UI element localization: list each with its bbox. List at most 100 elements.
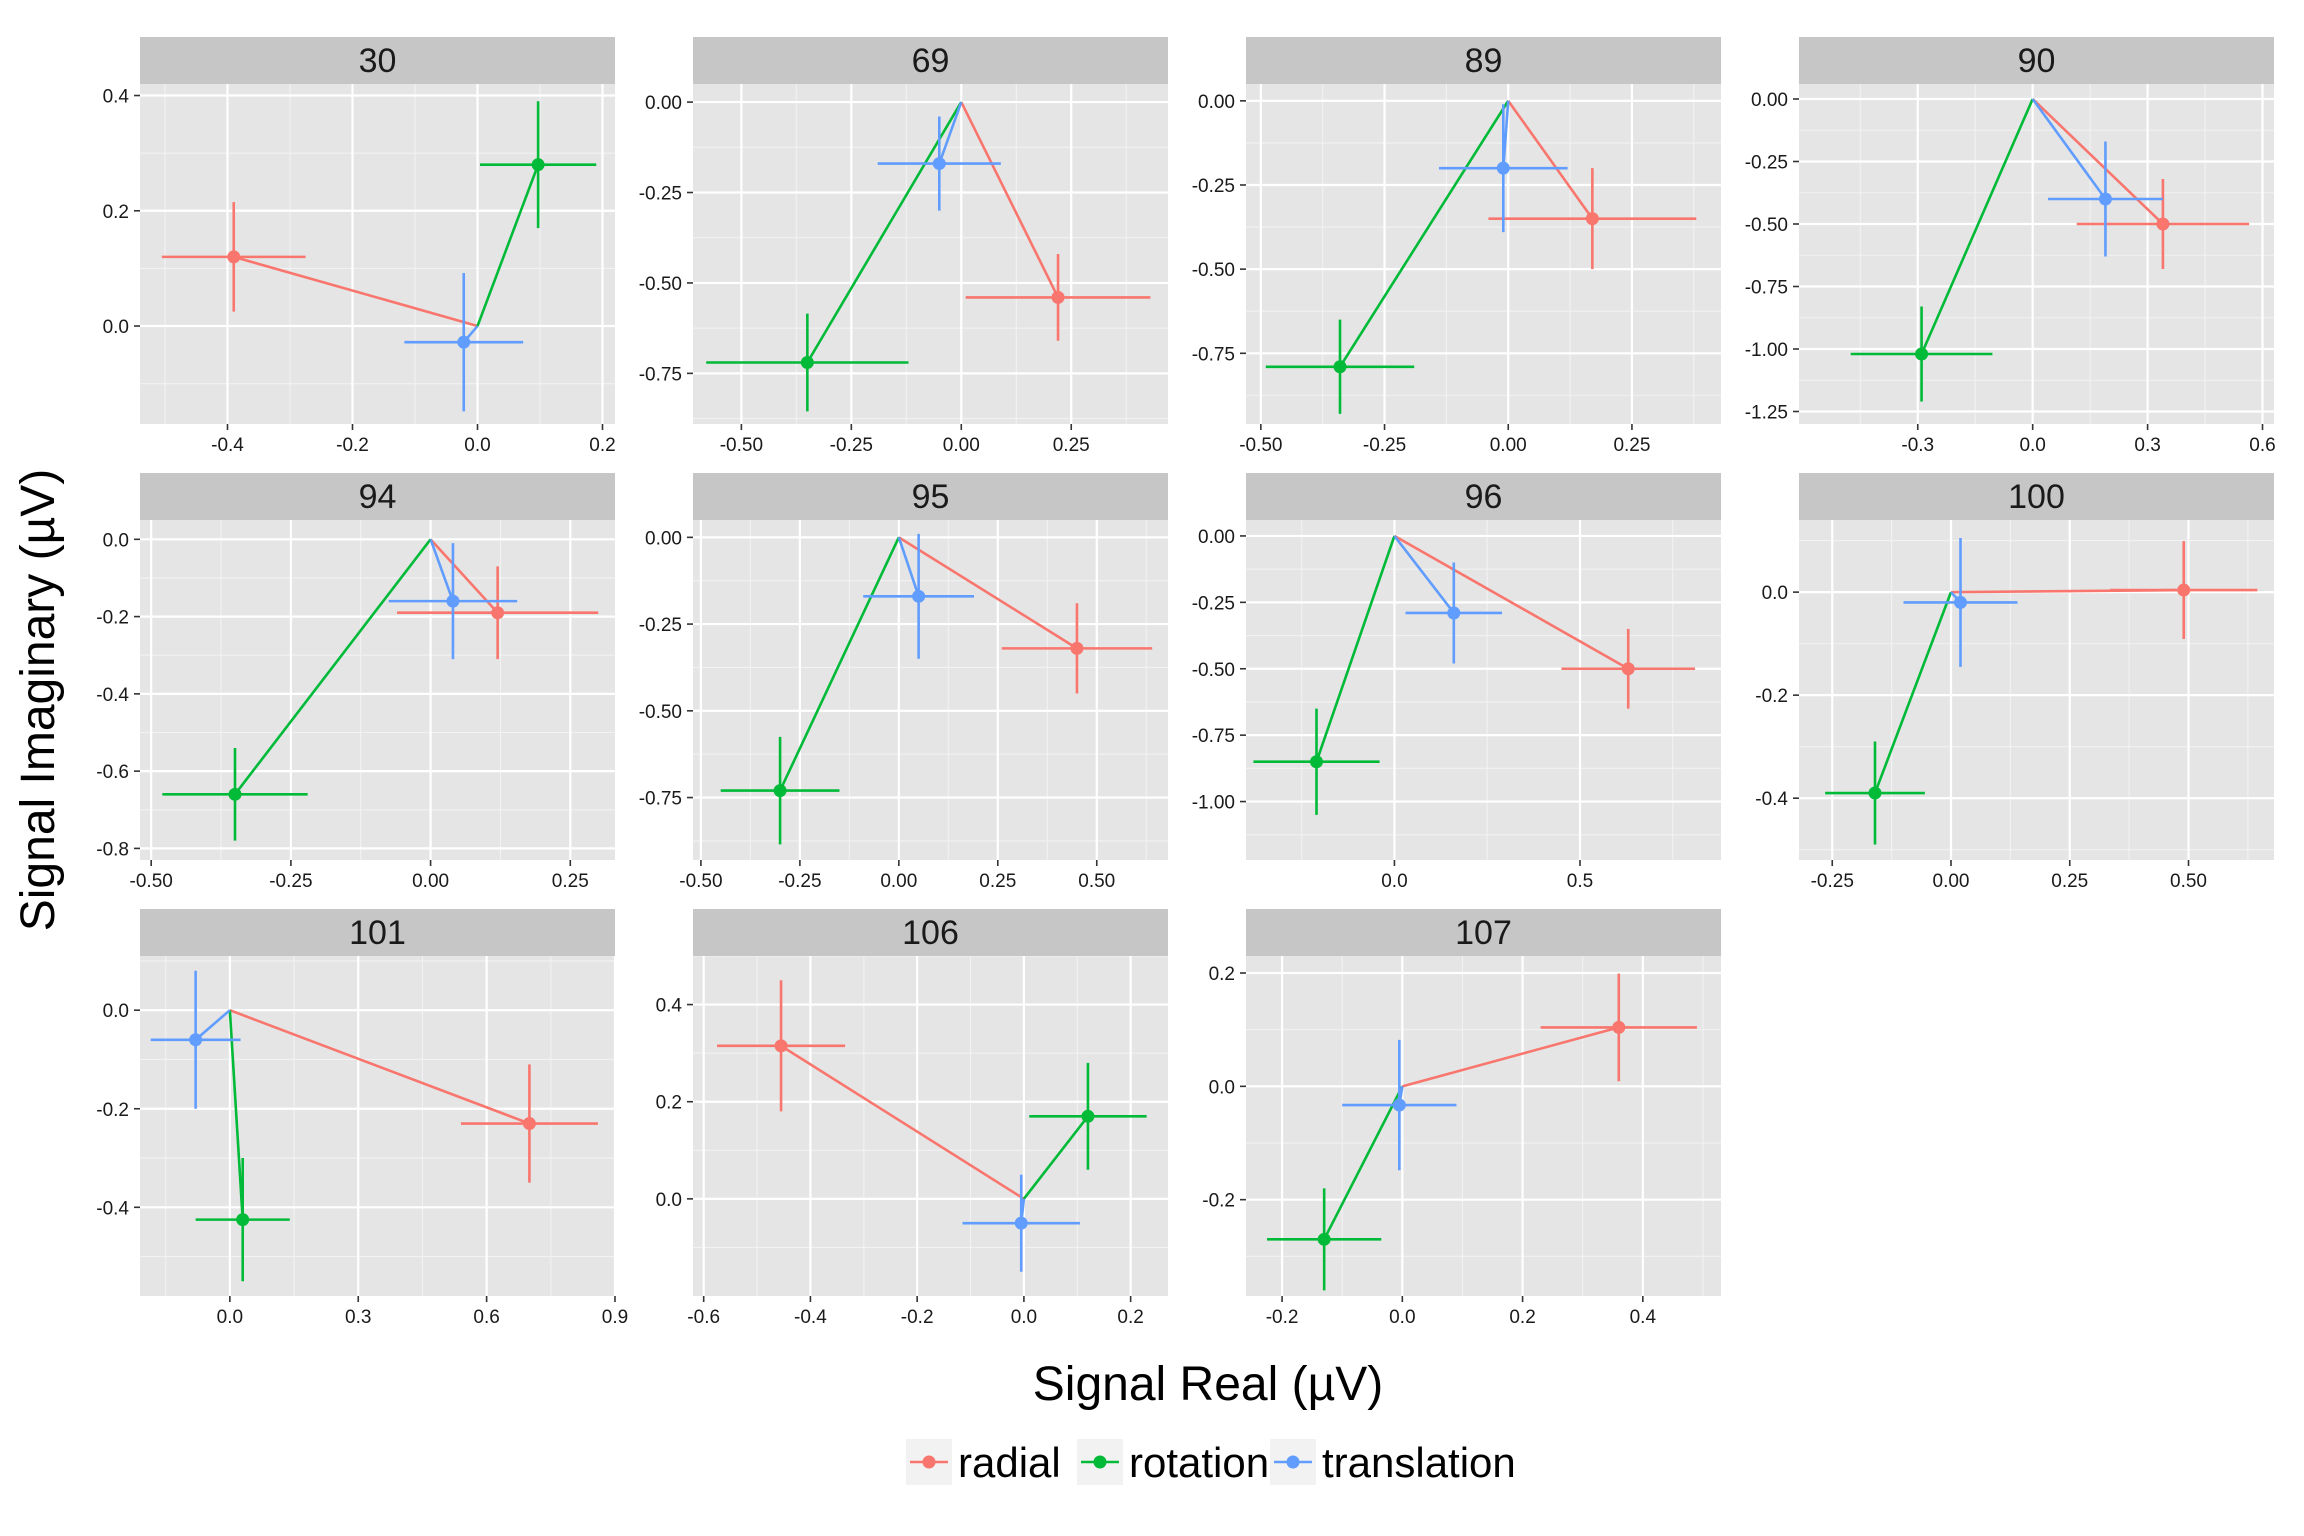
- legend-label: translation: [1322, 1439, 1516, 1486]
- rotation-point: [1310, 755, 1324, 769]
- translation-point: [912, 589, 926, 603]
- y-tick-label: 0.00: [645, 93, 682, 114]
- x-tick-label: -0.50: [720, 435, 763, 456]
- x-tick-label: -0.25: [830, 435, 873, 456]
- rotation-segment: [228, 1010, 245, 1220]
- plot-area: [1799, 84, 2274, 424]
- legend-item-radial: radial: [906, 1439, 1061, 1486]
- y-axis-title: Signal Imaginary (µV): [12, 469, 65, 932]
- facet-panel-96: 96 0.0 0.5 0.00 -0.25 -0.50 -0.75 -1.00: [1192, 473, 1721, 892]
- translation-segment: [2031, 98, 2107, 200]
- radial-point: [774, 1039, 788, 1053]
- legend-key-point: [922, 1455, 936, 1469]
- rotation-point: [800, 356, 814, 370]
- translation-point: [1392, 1098, 1406, 1112]
- translation-segment: [1393, 535, 1455, 614]
- y-tick-label: -0.2: [1755, 686, 1788, 707]
- translation-point: [446, 594, 460, 608]
- y-tick-label: 0.0: [103, 317, 129, 338]
- legend-item-translation: translation: [1270, 1439, 1516, 1486]
- facet-panel-107: 107 -0.2 0.0 0.2 0.4 0.2 0.0 -0.2: [1202, 909, 1721, 1328]
- x-tick-label: -0.6: [687, 1307, 720, 1328]
- translation-segment: [194, 1009, 231, 1041]
- y-tick-label: -1.00: [1192, 793, 1235, 814]
- data-marks: [1267, 973, 1697, 1291]
- rotation-segment: [476, 164, 540, 327]
- x-tick-label: 0.00: [880, 871, 917, 892]
- x-tick-label: -0.2: [901, 1307, 934, 1328]
- x-tick-label: 0.0: [1389, 1307, 1415, 1328]
- y-tick-label: -0.2: [1202, 1191, 1235, 1212]
- y-tick-label: -0.50: [1745, 215, 1788, 236]
- rotation-point: [1317, 1232, 1331, 1246]
- rotation-segment: [1323, 1085, 1404, 1240]
- y-tick-label: 0.00: [645, 528, 682, 549]
- data-marks: [162, 538, 599, 841]
- y-tick-label: -0.50: [1192, 260, 1235, 281]
- y-tick-label: -0.25: [1192, 176, 1235, 197]
- facet-title: 30: [359, 42, 397, 80]
- plot-area: [1246, 520, 1721, 860]
- y-tick-label: -0.50: [1192, 660, 1235, 681]
- facet-panel-89: 89 -0.50 -0.25 0.00 0.25 0.00 -0.25 -0.50 -0.75: [1192, 37, 1721, 456]
- x-tick-label: -0.4: [794, 1307, 827, 1328]
- rotation-point: [236, 1213, 250, 1227]
- grid: [1246, 956, 1721, 1296]
- y-tick-label: -0.2: [96, 608, 129, 629]
- facet-title: 69: [912, 42, 950, 80]
- x-tick-label: 0.00: [412, 871, 449, 892]
- x-tick-label: 0.00: [1933, 871, 1970, 892]
- facet-strip: [1799, 37, 2274, 84]
- legend-label: radial: [958, 1439, 1061, 1486]
- rotation-segment: [1315, 535, 1396, 763]
- x-tick-label: 0.2: [589, 435, 615, 456]
- x-tick-label: 0.5: [1567, 871, 1593, 892]
- data-marks: [1850, 98, 2250, 402]
- facet-panel-30: 30 -0.4 -0.2 0.0 0.2 0.0 0.2 0.4: [103, 37, 616, 456]
- plot-area: [140, 520, 615, 860]
- radial-point: [227, 250, 241, 264]
- radial-segment: [229, 1008, 530, 1125]
- radial-point: [491, 606, 505, 620]
- y-tick-label: -0.75: [1192, 344, 1235, 365]
- facet-title: 100: [2008, 478, 2065, 516]
- grid: [1799, 520, 2274, 860]
- radial-segment: [233, 255, 478, 328]
- plot-area: [140, 956, 615, 1296]
- x-tick-label: -0.2: [1266, 1307, 1299, 1328]
- x-tick-label: 0.6: [473, 1307, 499, 1328]
- rotation-point: [1868, 786, 1882, 800]
- y-tick-label: 0.00: [1198, 527, 1235, 548]
- y-tick-label: -0.4: [96, 685, 129, 706]
- rotation-segment: [778, 536, 901, 792]
- facet-strip: [1246, 909, 1721, 956]
- facet-title: 90: [2018, 42, 2056, 80]
- facet-strip: [140, 909, 615, 956]
- legend-item-rotation: rotation: [1077, 1439, 1269, 1486]
- data-marks: [1825, 538, 2258, 845]
- x-tick-label: 0.50: [1078, 871, 1115, 892]
- facet-panel-106: 106 -0.6 -0.4 -0.2 0.0 0.2 0.0 0.2 0.4: [656, 909, 1168, 1328]
- facet-strip: [1246, 37, 1721, 84]
- x-tick-label: 0.9: [602, 1307, 628, 1328]
- plot-area: [693, 84, 1168, 424]
- y-tick-label: -0.8: [96, 839, 129, 860]
- data-marks: [1253, 534, 1696, 815]
- plot-area: [1246, 84, 1721, 424]
- x-tick-label: 0.3: [345, 1307, 371, 1328]
- radial-segment: [2031, 98, 2164, 225]
- y-tick-label: 0.2: [1209, 964, 1235, 985]
- radial-segment: [1393, 534, 1629, 670]
- x-tick-label: -0.3: [1901, 435, 1934, 456]
- y-tick-label: 0.0: [1209, 1077, 1235, 1098]
- x-tick-label: 0.00: [943, 435, 980, 456]
- y-tick-label: -0.25: [639, 615, 682, 636]
- rotation-segment: [233, 538, 432, 796]
- y-tick-label: 0.4: [103, 87, 130, 108]
- y-tick-label: -0.4: [1755, 789, 1788, 810]
- y-tick-label: -0.25: [1745, 153, 1788, 174]
- x-tick-label: 0.25: [1613, 435, 1650, 456]
- legend-key-point: [1093, 1455, 1107, 1469]
- plot-area: [140, 84, 615, 424]
- radial-segment: [1401, 1026, 1620, 1088]
